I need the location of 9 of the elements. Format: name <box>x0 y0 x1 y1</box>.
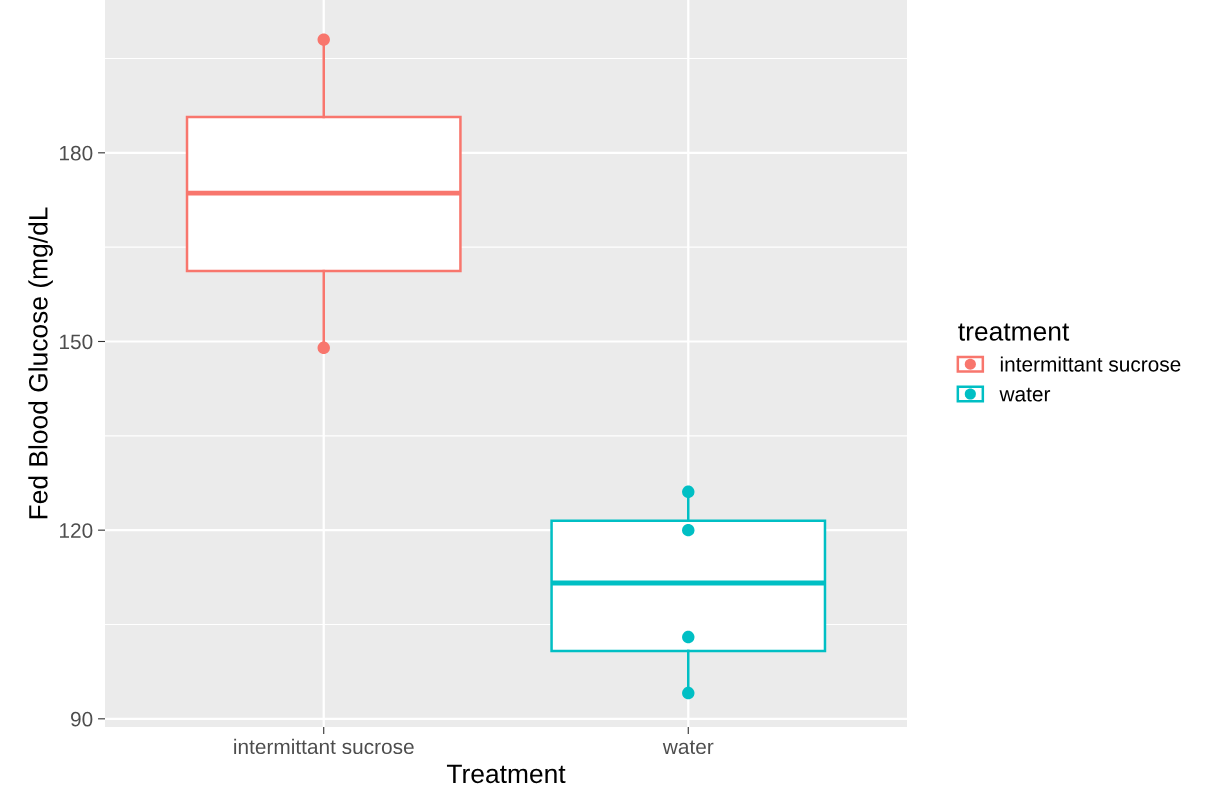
y-tick-label: 180 <box>60 145 93 161</box>
y-axis-title: Fed Blood Glucose (mg/dL <box>28 207 53 519</box>
y-tick-label: 120 <box>60 523 93 538</box>
y-tick-label: 90 <box>71 711 93 727</box>
x-axis-title: Treatment <box>446 764 566 784</box>
legend-label: water <box>999 387 1051 402</box>
y-tick-label: 150 <box>60 334 93 350</box>
legend-title: treatment <box>958 323 1070 341</box>
legend-label: intermittant sucrose <box>1000 356 1181 372</box>
